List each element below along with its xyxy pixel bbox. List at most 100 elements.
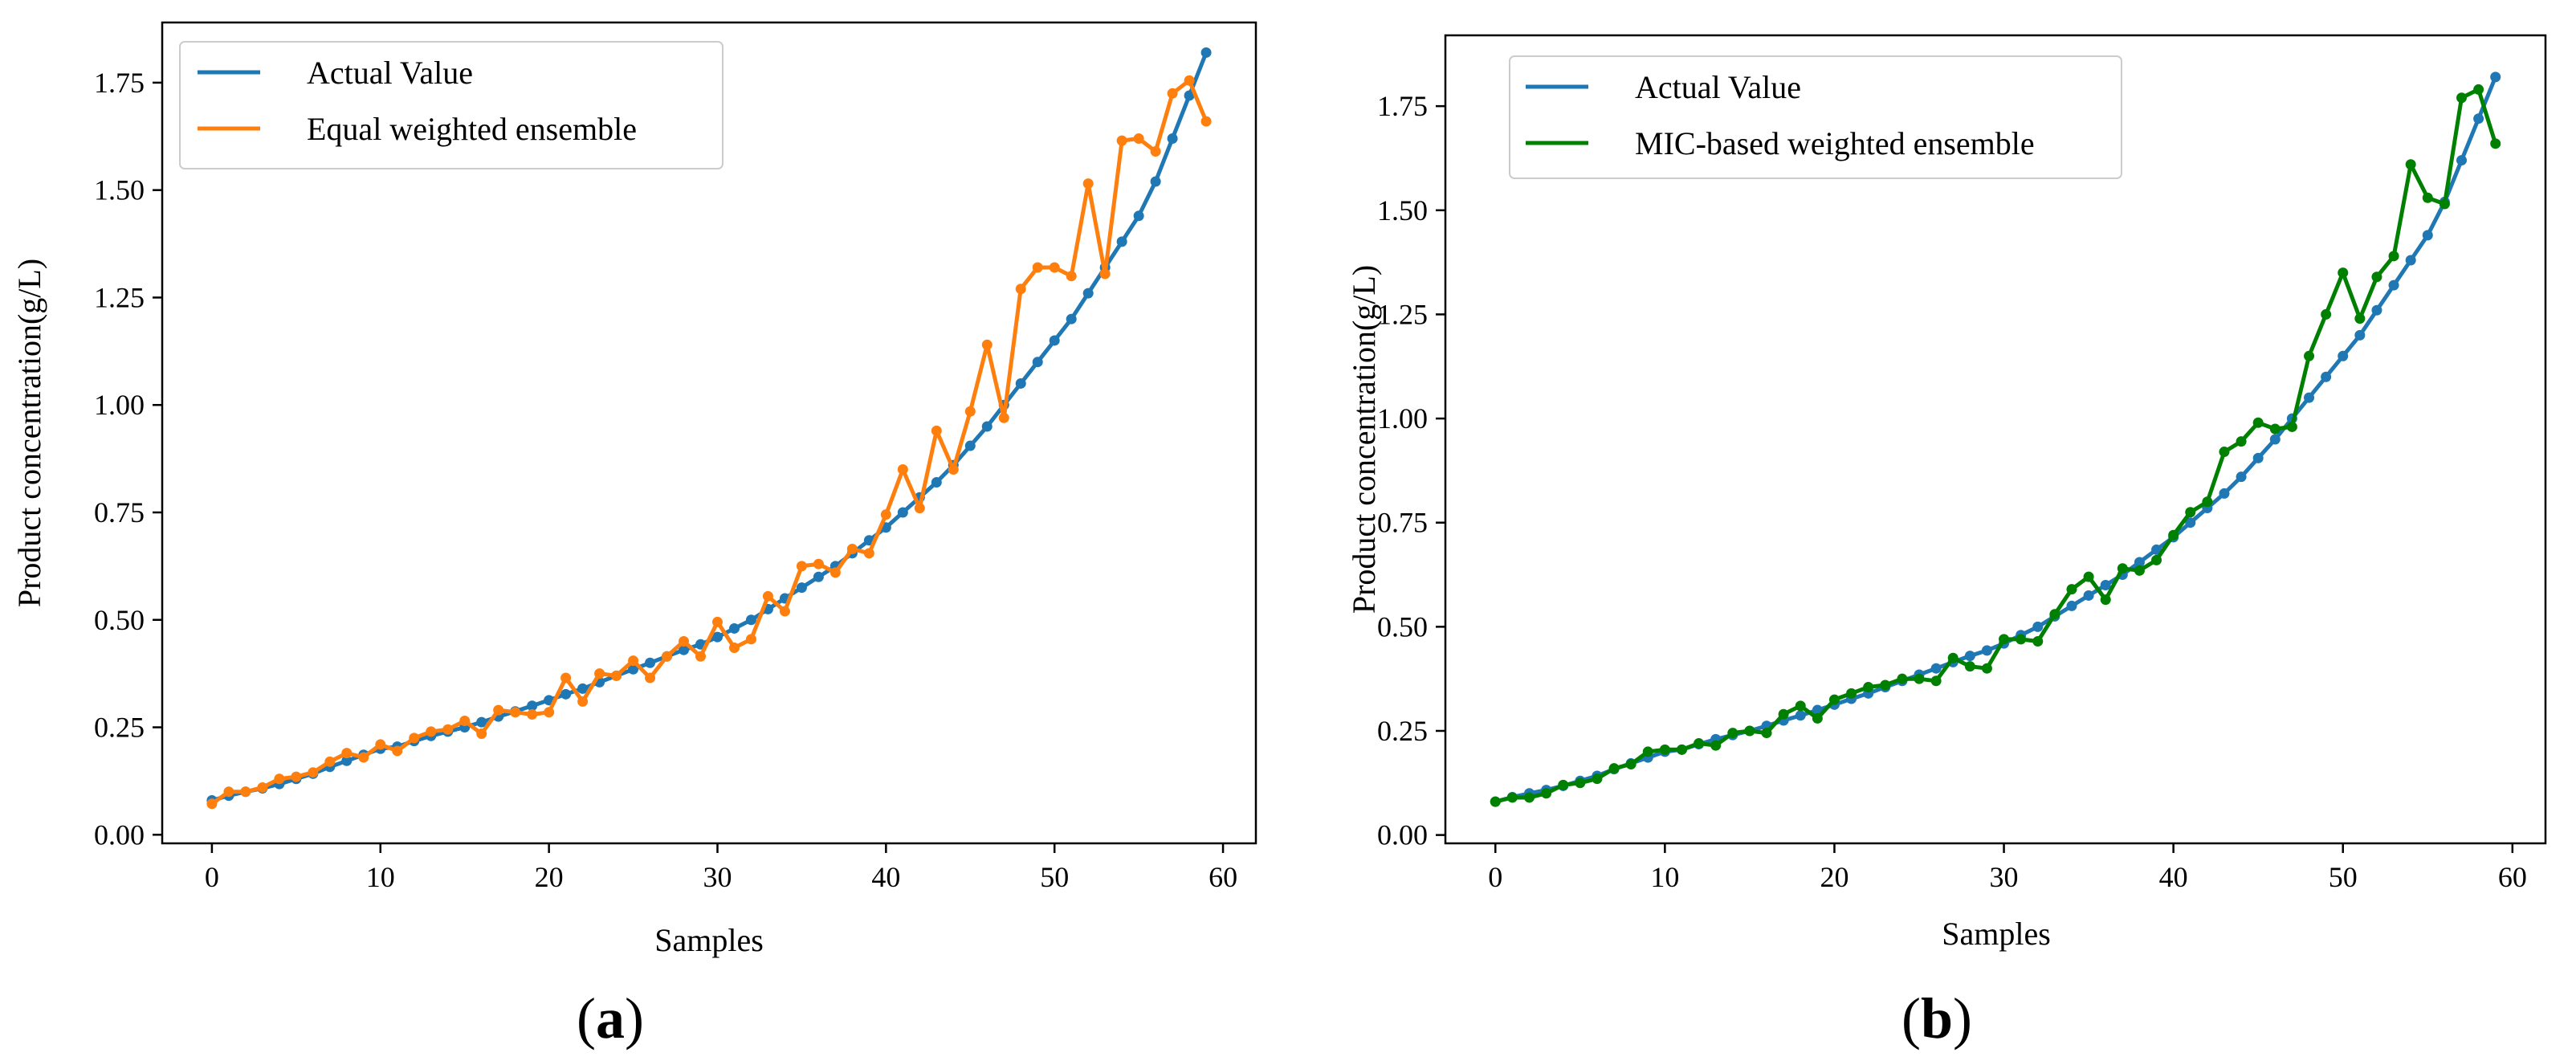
data-point-ensemble xyxy=(745,634,756,645)
data-point-actual xyxy=(796,582,807,594)
data-point-ensemble xyxy=(1761,728,1772,739)
data-point-ensemble xyxy=(779,606,790,617)
x-tick-label: 0 xyxy=(1488,861,1502,893)
legend-box-b xyxy=(1509,55,2122,179)
data-point-actual xyxy=(2236,471,2247,483)
data-point-ensemble xyxy=(880,509,891,520)
y-tick-label: 0.00 xyxy=(1377,819,1428,851)
data-point-ensemble xyxy=(2219,447,2230,458)
data-point-ensemble xyxy=(1863,682,1874,693)
xlabel-b: Samples xyxy=(1942,916,2051,952)
series-line-ensemble xyxy=(210,78,1209,806)
data-point-ensemble xyxy=(442,724,454,735)
y-tick-label: 1.75 xyxy=(94,67,145,99)
data-point-ensemble xyxy=(645,672,656,684)
ylabel-a: Product concentration(g/L) xyxy=(11,259,47,607)
data-point-actual xyxy=(2354,329,2366,341)
data-point-ensemble xyxy=(2490,138,2501,149)
data-point-actual xyxy=(1049,335,1060,346)
series-line-actual xyxy=(1494,75,2498,804)
y-tick-label: 0.00 xyxy=(94,818,145,851)
data-point-actual xyxy=(341,755,353,766)
data-point-ensemble xyxy=(914,503,925,514)
y-tick-label: 0.50 xyxy=(1377,610,1428,643)
data-point-ensemble xyxy=(1592,773,1603,785)
series-a xyxy=(206,47,1212,810)
data-point-ensemble xyxy=(594,668,605,679)
data-point-actual xyxy=(2185,517,2196,528)
axes-b: 0 10 20 30 40 50 60 0.00 0.25 0.50 0.75 1.00 1.25 1.5… xyxy=(1377,90,2527,893)
data-point-ensemble xyxy=(308,767,319,778)
data-point-actual xyxy=(897,507,908,518)
data-point-ensemble xyxy=(628,655,639,667)
data-point-ensemble xyxy=(375,739,386,750)
series-b xyxy=(1490,71,2501,807)
data-point-ensemble xyxy=(1049,262,1060,273)
data-point-ensemble xyxy=(1880,679,1891,691)
data-point-actual xyxy=(2304,392,2315,403)
data-point-ensemble xyxy=(1490,796,1501,807)
data-point-actual xyxy=(2456,155,2468,166)
data-point-actual xyxy=(2321,371,2332,382)
plot-frame-b xyxy=(1444,34,2547,845)
data-point-actual xyxy=(1184,90,1195,101)
data-point-actual xyxy=(2083,590,2094,601)
legend-b: Actual Value MIC-based weighted ensemble xyxy=(1509,55,2122,179)
data-point-ensemble xyxy=(510,707,521,718)
data-point-actual xyxy=(711,631,723,643)
xlabel-a: Samples xyxy=(654,922,764,958)
data-point-ensemble xyxy=(527,708,538,720)
data-point-actual xyxy=(560,688,572,700)
data-point-ensemble xyxy=(2016,634,2027,645)
data-point-ensemble xyxy=(291,771,302,782)
data-point-actual xyxy=(1981,645,1992,656)
data-point-ensemble xyxy=(577,696,589,707)
data-point-ensemble xyxy=(1812,712,1823,724)
data-point-actual xyxy=(981,421,992,432)
legend-label-actual-b: Actual Value xyxy=(1635,69,1801,105)
data-point-ensemble xyxy=(1575,777,1586,789)
x-tick-label: 10 xyxy=(1650,861,1679,893)
x-tick-label: 20 xyxy=(1820,861,1848,893)
x-tick-label: 30 xyxy=(1990,861,2019,893)
data-point-ensemble xyxy=(2185,507,2196,518)
x-tick-label: 10 xyxy=(366,861,395,893)
data-point-ensemble xyxy=(2388,251,2399,262)
data-point-actual xyxy=(2338,350,2349,361)
data-point-ensemble xyxy=(206,798,218,810)
data-point-actual xyxy=(2151,544,2162,555)
data-point-actual xyxy=(1167,133,1178,144)
data-point-ensemble xyxy=(1625,758,1636,769)
data-point-ensemble xyxy=(1066,271,1077,282)
data-point-ensemble xyxy=(695,651,707,662)
data-point-ensemble xyxy=(1676,744,1687,755)
data-point-ensemble xyxy=(2100,594,2111,606)
data-point-ensemble xyxy=(1082,178,1094,190)
data-point-actual xyxy=(2388,280,2399,291)
ylabel-b: Product concentration(g/L) xyxy=(1346,265,1382,614)
data-point-ensemble xyxy=(813,558,824,569)
panel-label-a: (a) xyxy=(577,986,644,1051)
data-point-ensemble xyxy=(1523,792,1535,803)
y-tick-label: 1.50 xyxy=(1377,194,1428,226)
data-point-actual xyxy=(2490,71,2501,83)
data-point-ensemble xyxy=(392,745,403,757)
data-point-ensemble xyxy=(1694,738,1705,749)
data-point-ensemble xyxy=(544,707,555,718)
data-point-ensemble xyxy=(897,463,908,475)
x-tick-label: 50 xyxy=(2329,861,2358,893)
data-point-actual xyxy=(1032,357,1043,368)
panel-label-b: (b) xyxy=(1901,986,1972,1051)
data-point-ensemble xyxy=(762,590,773,602)
data-point-ensemble xyxy=(2134,565,2145,576)
x-tick-label: 60 xyxy=(1209,861,1237,893)
data-point-ensemble xyxy=(1778,708,1789,720)
data-point-ensemble xyxy=(1914,673,1925,684)
data-point-ensemble xyxy=(2304,350,2315,361)
y-tick-label: 1.50 xyxy=(94,174,145,206)
panel-b: 0 10 20 30 40 50 60 0.00 0.25 0.50 0.75 1.00 1.25 1.5… xyxy=(1346,34,2547,1051)
x-tick-label: 60 xyxy=(2498,861,2527,893)
data-point-actual xyxy=(476,716,487,728)
data-point-ensemble xyxy=(2354,313,2366,324)
data-point-ensemble xyxy=(964,406,976,417)
